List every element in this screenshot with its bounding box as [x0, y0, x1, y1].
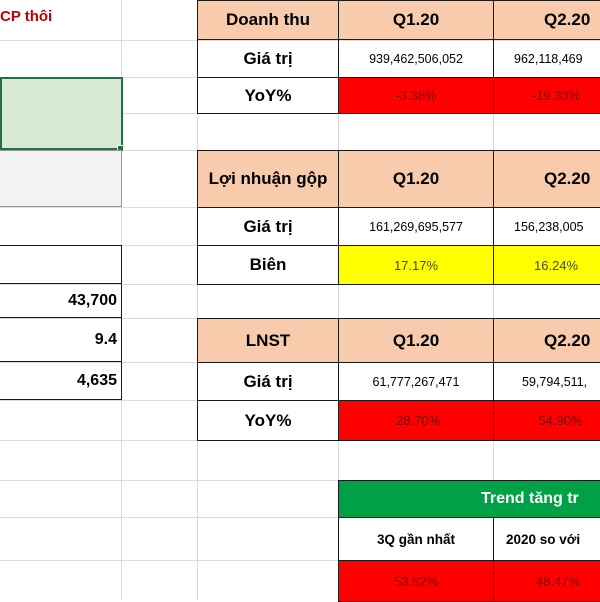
- left-value-3[interactable]: 4,635: [0, 362, 122, 400]
- revenue-header-q2[interactable]: Q2.20: [493, 0, 600, 40]
- net-profit-header-q2[interactable]: Q2.20: [493, 318, 600, 363]
- net-profit-header-q1[interactable]: Q1.20: [338, 318, 494, 363]
- net-profit-value-q1[interactable]: 61,777,267,471: [338, 362, 494, 401]
- gross-profit-value-q2[interactable]: 156,238,005: [493, 207, 600, 246]
- left-value-2[interactable]: 9.4: [0, 318, 122, 362]
- gross-profit-header-label[interactable]: Lợi nhuận gộp: [197, 150, 339, 208]
- revenue-header-q1[interactable]: Q1.20: [338, 0, 494, 40]
- net-profit-yoy-q1[interactable]: -28.70%: [338, 400, 494, 441]
- left-value-1[interactable]: 43,700: [0, 284, 122, 318]
- selected-cell[interactable]: [0, 77, 123, 150]
- revenue-yoy-label[interactable]: YoY%: [197, 77, 339, 114]
- gross-profit-value-q1[interactable]: 161,269,695,577: [338, 207, 494, 246]
- gross-margin-q1[interactable]: 17.17%: [338, 245, 494, 285]
- revenue-header-label[interactable]: Doanh thu: [197, 0, 339, 40]
- gray-input-cell[interactable]: [0, 150, 122, 207]
- note-text: CP thôi: [0, 7, 53, 25]
- trend-title[interactable]: Trend tăng tr: [338, 480, 600, 518]
- net-profit-value-q2[interactable]: 59,794,511,: [493, 362, 600, 401]
- revenue-value-label[interactable]: Giá trị: [197, 39, 339, 78]
- gross-profit-header-q1[interactable]: Q1.20: [338, 150, 494, 208]
- net-profit-header-label[interactable]: LNST: [197, 318, 339, 363]
- trend-header-2020[interactable]: 2020 so với: [493, 517, 600, 561]
- gross-margin-q2[interactable]: 16.24%: [493, 245, 600, 285]
- net-profit-yoy-label[interactable]: YoY%: [197, 400, 339, 441]
- gross-profit-value-label[interactable]: Giá trị: [197, 207, 339, 246]
- revenue-yoy-q2[interactable]: -19.33%: [493, 77, 600, 114]
- empty-bordered-cell[interactable]: [0, 245, 122, 284]
- revenue-value-q2[interactable]: 962,118,469: [493, 39, 600, 78]
- trend-value-2020[interactable]: 48.47%: [493, 560, 600, 602]
- gross-profit-header-q2[interactable]: Q2.20: [493, 150, 600, 208]
- revenue-yoy-q1[interactable]: -3.38%: [338, 77, 494, 114]
- net-profit-yoy-q2[interactable]: -54.90%: [493, 400, 600, 441]
- trend-header-3q[interactable]: 3Q gần nhất: [338, 517, 494, 561]
- net-profit-value-label[interactable]: Giá trị: [197, 362, 339, 401]
- revenue-value-q1[interactable]: 939,462,506,052: [338, 39, 494, 78]
- gross-margin-label[interactable]: Biên: [197, 245, 339, 285]
- trend-value-3q[interactable]: 53.82%: [338, 560, 494, 602]
